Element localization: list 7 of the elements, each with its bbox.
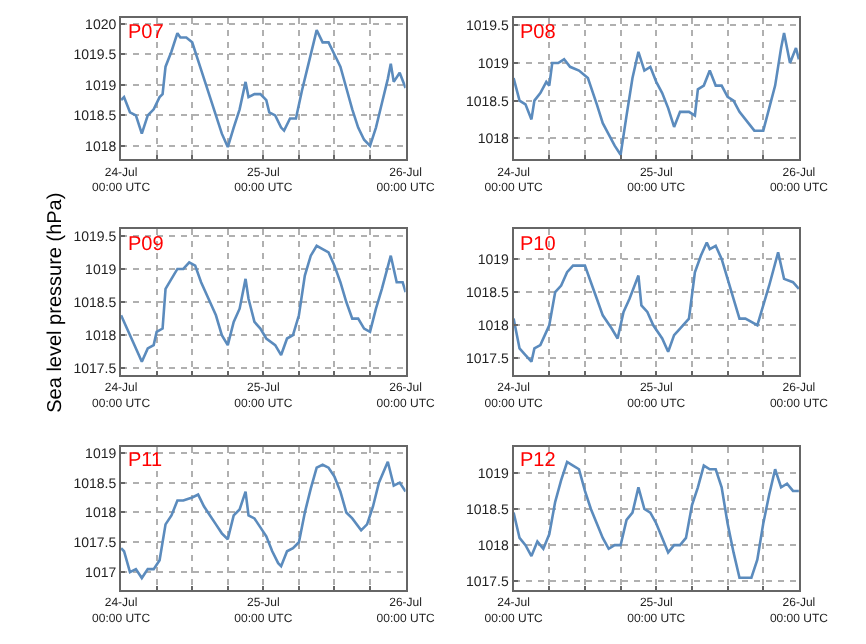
chart-title: P11: [128, 450, 163, 472]
chart-title: P08: [520, 22, 557, 44]
chart-title: P07: [128, 22, 165, 44]
y-axis-title: Sea level pressure (hPa): [44, 192, 67, 413]
chart-title: P12: [520, 450, 557, 472]
chart-title: P10: [520, 234, 557, 256]
chart-title: P09: [128, 234, 165, 256]
